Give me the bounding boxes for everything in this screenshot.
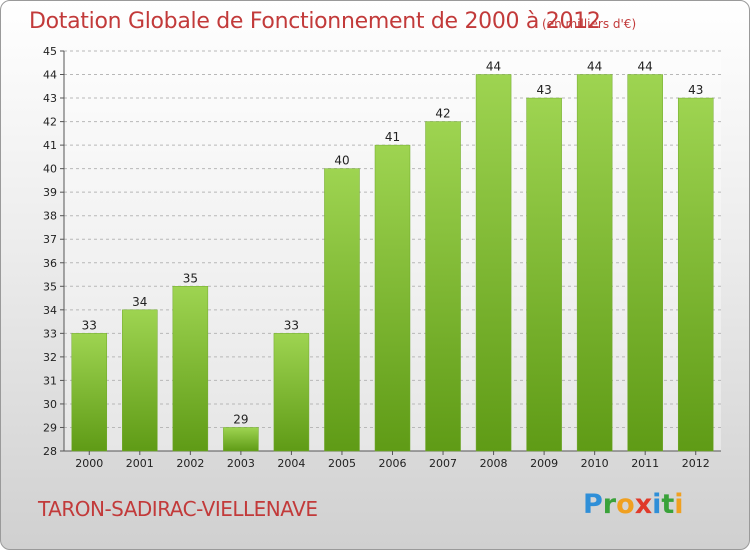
y-tick-label: 31 — [43, 374, 57, 387]
x-tick-label: 2011 — [631, 457, 659, 470]
x-tick-label: 2005 — [328, 457, 356, 470]
x-tick-label: 2000 — [75, 457, 103, 470]
logo-letter: i — [674, 489, 684, 520]
y-tick-label: 40 — [43, 163, 57, 176]
chart-title: Dotation Globale de Fonctionnement de 20… — [29, 9, 601, 34]
data-label: 33 — [82, 318, 97, 332]
y-tick-label: 34 — [43, 304, 57, 317]
data-label: 44 — [587, 60, 602, 74]
proxiti-logo: Proxiti — [583, 489, 684, 520]
bar — [223, 427, 259, 452]
bar — [374, 144, 411, 452]
data-label: 40 — [334, 154, 349, 168]
logo-letter: x — [634, 489, 653, 520]
bar — [324, 168, 360, 452]
y-tick-label: 44 — [43, 69, 57, 82]
y-tick-label: 41 — [43, 139, 57, 152]
y-tick-label: 28 — [43, 445, 57, 458]
logo-letter: t — [661, 489, 675, 520]
bar — [677, 97, 714, 452]
y-tick-label: 32 — [43, 351, 57, 364]
data-label: 44 — [638, 60, 653, 74]
x-tick-label: 2006 — [379, 457, 407, 470]
logo-letter: r — [602, 489, 617, 520]
bar — [425, 121, 461, 452]
x-tick-label: 2010 — [581, 457, 609, 470]
data-label: 33 — [284, 318, 299, 332]
y-tick-label: 45 — [43, 45, 57, 58]
logo-letter: i — [652, 489, 662, 520]
y-tick-label: 38 — [43, 210, 57, 223]
logo-letter: o — [616, 489, 635, 520]
bar — [71, 333, 108, 452]
data-label: 34 — [132, 295, 147, 309]
data-label: 43 — [536, 83, 551, 97]
bar — [172, 286, 209, 452]
commune-name: TARON-SADIRAC-VIELLENAVE — [38, 497, 318, 521]
data-label: 29 — [233, 412, 248, 426]
bar — [576, 74, 613, 452]
x-tick-label: 2003 — [227, 457, 255, 470]
data-label: 35 — [183, 271, 198, 285]
x-tick-label: 2012 — [682, 457, 710, 470]
bar — [526, 97, 562, 452]
logo-letter: P — [583, 489, 603, 520]
y-tick-label: 29 — [43, 421, 57, 434]
x-tick-label: 2009 — [530, 457, 558, 470]
data-label: 42 — [435, 107, 450, 121]
y-tick-label: 43 — [43, 92, 57, 105]
data-label: 43 — [688, 83, 703, 97]
y-tick-label: 33 — [43, 327, 57, 340]
data-label: 41 — [385, 130, 400, 144]
y-tick-label: 39 — [43, 186, 57, 199]
y-tick-label: 36 — [43, 257, 57, 270]
unit-note: (en milliers d'€) — [542, 17, 637, 31]
y-tick-label: 37 — [43, 233, 57, 246]
y-tick-label: 42 — [43, 116, 57, 129]
bar — [475, 74, 512, 452]
y-tick-label: 30 — [43, 398, 57, 411]
x-tick-label: 2007 — [429, 457, 457, 470]
bar — [627, 74, 663, 452]
x-tick-label: 2004 — [277, 457, 305, 470]
x-tick-label: 2001 — [126, 457, 154, 470]
x-tick-label: 2002 — [176, 457, 204, 470]
bar — [122, 309, 158, 452]
y-tick-label: 35 — [43, 280, 57, 293]
bar — [273, 333, 310, 452]
x-tick-label: 2008 — [480, 457, 508, 470]
data-label: 44 — [486, 60, 501, 74]
